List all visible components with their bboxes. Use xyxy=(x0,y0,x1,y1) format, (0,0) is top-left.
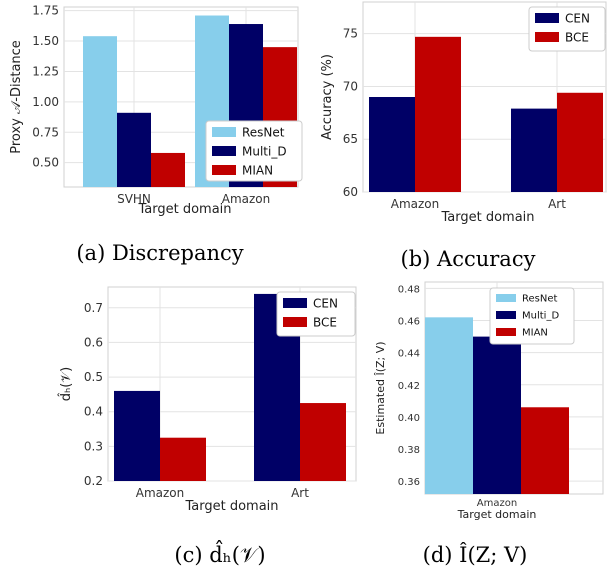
chart2-ytick-label: 70 xyxy=(343,79,358,93)
chart2-legend-label: BCE xyxy=(565,31,589,45)
chart3-bar-bce-amazon xyxy=(160,437,206,481)
chart1-legend-swatch-multi_d xyxy=(212,146,236,156)
chart4-legend-label: MIAN xyxy=(522,328,548,339)
chart2-xtick-label: Amazon xyxy=(391,197,440,211)
chart4-ytick-label: 0.44 xyxy=(398,349,420,360)
chart1-xtick-label: SVHN xyxy=(117,192,151,206)
chart4-ytick-label: 0.40 xyxy=(398,413,420,424)
chart3-bar-bce-art xyxy=(300,403,346,481)
chart1-legend: ResNet Multi_D MIAN xyxy=(205,120,303,182)
chart3-ytick-label: 0.6 xyxy=(84,335,103,349)
caption-a: (a) Discrepancy xyxy=(76,241,243,265)
chart1-legend-label: MIAN xyxy=(242,164,273,178)
chart3-ytick-label: 0.2 xyxy=(84,474,103,488)
chart4: 0.36 0.38 0.40 0.42 0.44 0.46 0.48 AmazonTarget… xyxy=(374,281,604,521)
chart2-bar-cen-amazon xyxy=(369,97,415,192)
chart3-ytick-label: 0.7 xyxy=(84,301,103,315)
chart2: 60 65 70 75 Amazon Art Target domain Accuracy (… xyxy=(320,1,607,225)
chart1-bar-mian-svhn xyxy=(151,152,185,187)
chart1-xlabel: Target domain xyxy=(137,202,231,217)
chart4-ytick-label: 0.46 xyxy=(398,317,420,328)
chart1-ytick-label: 1.00 xyxy=(32,95,59,109)
chart4-bar-mian-amazon xyxy=(521,407,569,494)
caption-b: (b) Accuracy xyxy=(401,247,536,271)
chart4-legend-label: ResNet xyxy=(522,294,557,305)
chart3-bar-cen-amazon xyxy=(114,390,160,481)
chart2-ylabel: Accuracy (%) xyxy=(320,54,335,140)
chart1-legend-label: Multi_D xyxy=(242,145,287,159)
chart1-bar-multi_d-svhn xyxy=(117,112,151,187)
chart3-legend-swatch-cen xyxy=(283,298,307,308)
chart4-legend-swatch-mian xyxy=(496,328,516,336)
chart2-legend-swatch-cen xyxy=(535,13,559,23)
chart2-legend: CEN BCE xyxy=(528,6,606,52)
chart2-bar-bce-art xyxy=(557,92,603,192)
chart2-xlabel: Target domain xyxy=(440,210,534,225)
chart4-legend: ResNet Multi_D MIAN xyxy=(489,287,575,345)
chart3-xtick-label: Art xyxy=(291,486,309,500)
chart2-legend-label: CEN xyxy=(565,12,590,26)
chart4-ytick-label: 0.48 xyxy=(398,284,420,295)
chart3-legend: CEN BCE xyxy=(276,291,356,337)
chart1-ytick-label: 0.50 xyxy=(32,156,59,170)
chart1-ytick-label: 1.50 xyxy=(32,34,59,48)
chart3: 0.2 0.3 0.4 0.5 0.6 0.7 Amazon Art Target domain… xyxy=(59,286,357,514)
chart1-ylabel: Proxy 𝒜-Distance xyxy=(9,40,24,154)
chart1-legend-swatch-mian xyxy=(212,165,236,175)
chart4-legend-label: Multi_D xyxy=(522,311,559,322)
chart3-legend-swatch-bce xyxy=(283,317,307,327)
chart3-ytick-label: 0.3 xyxy=(84,439,103,453)
chart3-ylabel: d̂ₕ(𝒱) xyxy=(59,367,74,401)
chart3-legend-label: CEN xyxy=(313,297,338,311)
chart2-legend-swatch-bce xyxy=(535,32,559,42)
chart4-legend-swatch-resnet xyxy=(496,294,516,302)
chart3-xlabel: Target domain xyxy=(184,499,278,514)
caption-c: (c) d̂ₕ(𝒱) xyxy=(174,540,265,567)
chart1-ytick-label: 1.75 xyxy=(32,4,59,18)
chart1-bar-resnet-svhn xyxy=(83,36,117,187)
chart3-ytick-label: 0.4 xyxy=(84,405,103,419)
chart1-ytick-label: 0.75 xyxy=(32,125,59,139)
chart3-xtick-label: Amazon xyxy=(136,486,185,500)
chart4-bar-resnet-amazon xyxy=(425,317,473,494)
chart4-xlabel: Target domain xyxy=(457,508,537,521)
chart1-ytick-label: 1.25 xyxy=(32,64,59,78)
chart3-ytick-label: 0.5 xyxy=(84,370,103,384)
chart1-legend-label: ResNet xyxy=(242,126,285,140)
chart2-xtick-label: Art xyxy=(548,197,566,211)
chart4-ytick-label: 0.36 xyxy=(398,477,420,488)
chart4-ytick-label: 0.42 xyxy=(398,381,420,392)
chart1-legend-swatch-resnet xyxy=(212,127,236,137)
chart4-xtick-label: Amazon xyxy=(477,498,517,509)
caption-d: (d) Î(Z; V) xyxy=(423,543,528,567)
chart2-bar-bce-amazon xyxy=(415,36,461,193)
chart4-bar-multi_d-amazon xyxy=(473,336,521,494)
chart3-legend-label: BCE xyxy=(313,316,337,330)
chart2-ytick-label: 75 xyxy=(343,27,358,41)
chart2-ytick-label: 65 xyxy=(343,132,358,146)
chart1-xtick-label: Amazon xyxy=(222,192,271,206)
chart2-ytick-label: 60 xyxy=(343,185,358,199)
chart1: 0.50 0.75 1.00 1.25 1.50 1.75 SVHN AmazonTarget… xyxy=(9,4,303,217)
chart4-ylabel: Estimated Î(Z; V) xyxy=(374,341,387,434)
chart4-ytick-label: 0.38 xyxy=(398,445,420,456)
chart2-bar-cen-art xyxy=(511,108,557,192)
chart4-legend-swatch-multi_d xyxy=(496,311,516,319)
